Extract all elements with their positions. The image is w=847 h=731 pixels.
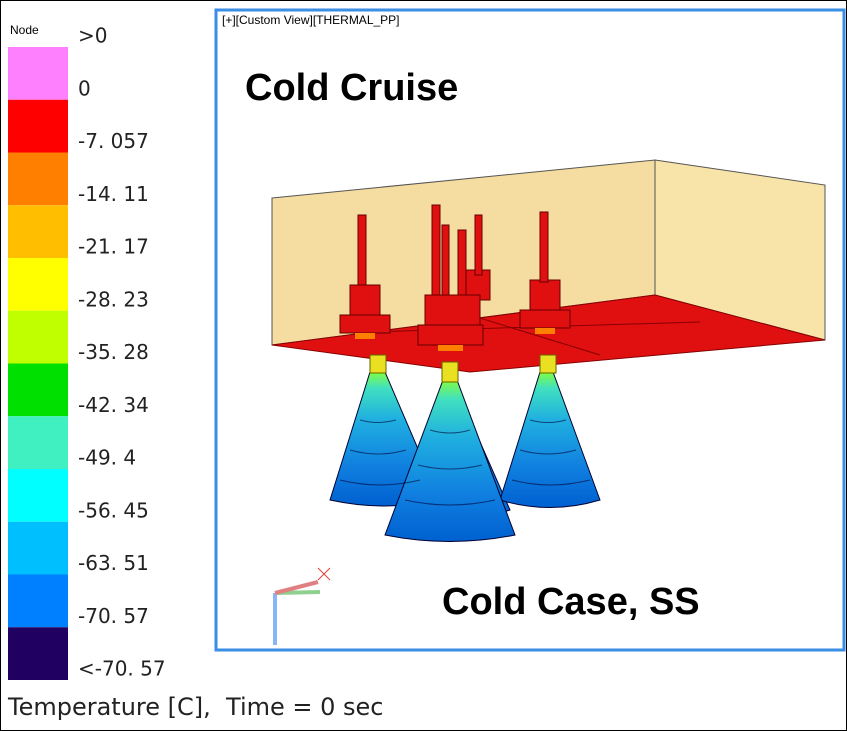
legend-swatch xyxy=(8,364,68,417)
legend-swatch xyxy=(8,416,68,469)
legend-swatch xyxy=(8,469,68,522)
legend-label: -35. 28 xyxy=(78,340,149,364)
caption: Cold Case, SS xyxy=(442,581,700,623)
status-text: Temperature [C], Time = 0 sec xyxy=(7,693,384,721)
legend-swatch xyxy=(8,100,68,153)
fem-view: Node >0 0 -7. 057 -14. 11 -21. 17 -28. 23 -35.… xyxy=(0,0,847,731)
legend-header: Node xyxy=(10,23,39,37)
legend-label: -63. 51 xyxy=(78,551,149,575)
legend-label: -28. 23 xyxy=(78,287,149,311)
legend: >0 0 -7. 057 -14. 11 -21. 17 -28. 23 -35. 28 -4… xyxy=(8,24,166,681)
legend-label: -56. 45 xyxy=(78,498,149,522)
legend-swatch xyxy=(8,153,68,206)
legend-swatch xyxy=(8,627,68,680)
legend-label: 0 xyxy=(78,76,91,100)
heading: Cold Cruise xyxy=(245,67,458,109)
viewport-title: [+][Custom View][THERMAL_PP] xyxy=(222,13,400,27)
legend-label: -21. 17 xyxy=(78,235,149,259)
legend-swatch xyxy=(8,575,68,628)
legend-swatch xyxy=(8,47,68,100)
legend-label: -7. 057 xyxy=(78,129,149,153)
legend-swatch xyxy=(8,311,68,364)
legend-swatch xyxy=(8,522,68,575)
legend-label: -14. 11 xyxy=(78,182,149,206)
legend-label: -42. 34 xyxy=(78,393,149,417)
legend-label: -49. 4 xyxy=(78,446,136,470)
legend-swatch xyxy=(8,258,68,311)
legend-swatch xyxy=(8,205,68,258)
legend-label: <-70. 57 xyxy=(78,657,166,681)
screenshot: Node >0 0 -7. 057 -14. 11 -21. 17 -28. 23 -35.… xyxy=(0,0,847,731)
legend-label: >0 xyxy=(78,24,107,48)
legend-label: -70. 57 xyxy=(78,604,149,628)
